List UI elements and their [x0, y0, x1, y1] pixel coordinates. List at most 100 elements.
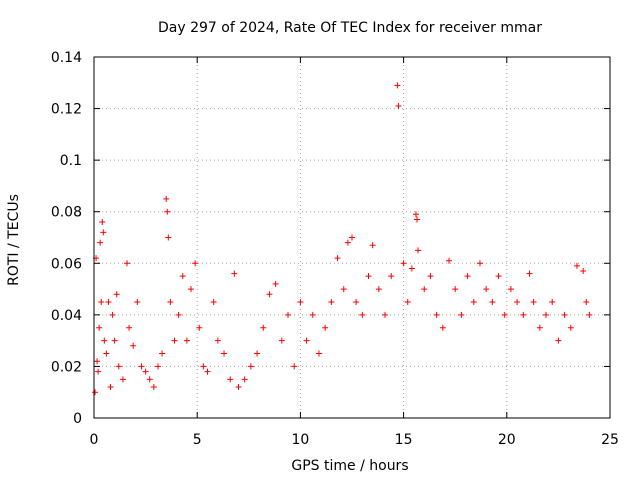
data-point: [555, 337, 562, 344]
data-point: [97, 239, 104, 246]
data-point: [138, 363, 145, 370]
data-point: [404, 298, 411, 305]
data-point: [95, 368, 102, 375]
data-point: [221, 350, 228, 357]
data-point: [204, 368, 211, 375]
chart-title: Day 297 of 2024, Rate Of TEC Index for r…: [158, 20, 542, 36]
data-point: [483, 286, 490, 293]
data-point: [344, 239, 351, 246]
data-point: [365, 273, 372, 280]
data-point: [227, 376, 234, 383]
data-point: [415, 247, 422, 254]
data-point: [113, 291, 120, 298]
data-point: [247, 363, 254, 370]
data-point: [272, 280, 279, 287]
x-tick-label: 10: [291, 432, 309, 448]
data-point: [111, 337, 118, 344]
y-tick-label: 0.04: [51, 308, 82, 324]
data-point: [188, 286, 195, 293]
data-point: [382, 311, 389, 318]
data-point: [99, 219, 106, 226]
data-point: [175, 311, 182, 318]
data-point: [353, 298, 360, 305]
data-point: [309, 311, 316, 318]
data-point: [164, 208, 171, 215]
data-point: [408, 265, 415, 272]
data-point: [427, 273, 434, 280]
data-point: [96, 324, 103, 331]
axis-ticks: [93, 56, 611, 419]
y-tick-label: 0.06: [51, 256, 82, 272]
x-tick-label: 20: [498, 432, 516, 448]
data-point: [154, 363, 161, 370]
y-tick-label: 0.08: [51, 205, 82, 221]
data-point: [163, 195, 170, 202]
y-tick-label: 0.12: [51, 102, 82, 118]
data-point: [388, 273, 395, 280]
data-point: [421, 286, 428, 293]
data-point: [470, 298, 477, 305]
plot-frame: [93, 56, 611, 419]
data-point: [291, 363, 298, 370]
data-point: [567, 324, 574, 331]
data-point: [359, 311, 366, 318]
data-point: [107, 384, 114, 391]
data-point: [328, 298, 335, 305]
data-point: [183, 337, 190, 344]
data-point: [507, 286, 514, 293]
data-point: [400, 260, 407, 267]
data-point: [285, 311, 292, 318]
data-point: [119, 376, 126, 383]
data-point: [200, 363, 207, 370]
data-point: [254, 350, 261, 357]
data-point: [536, 324, 543, 331]
data-point: [101, 337, 108, 344]
data-point: [92, 389, 99, 396]
data-point: [573, 262, 580, 269]
data-point: [214, 337, 221, 344]
data-point: [476, 260, 483, 267]
data-point: [241, 376, 248, 383]
data-point: [100, 229, 107, 236]
data-point: [297, 298, 304, 305]
data-point: [109, 311, 116, 318]
data-point: [124, 260, 131, 267]
x-axis-label: GPS time / hours: [291, 458, 408, 474]
data-point: [543, 311, 550, 318]
data-point: [134, 298, 141, 305]
data-point: [115, 363, 122, 370]
data-point: [452, 286, 459, 293]
data-point: [303, 337, 310, 344]
y-tick-label: 0.02: [51, 359, 82, 375]
data-point: [489, 298, 496, 305]
x-tick-label: 25: [601, 432, 619, 448]
data-point: [150, 384, 157, 391]
data-point: [210, 298, 217, 305]
data-point: [439, 324, 446, 331]
data-point: [334, 255, 341, 262]
data-point: [130, 342, 137, 349]
data-point: [146, 376, 153, 383]
grid-lines: [94, 57, 610, 418]
data-point: [586, 311, 593, 318]
data-point: [514, 298, 521, 305]
y-tick-label: 0.14: [51, 50, 82, 66]
data-point: [530, 298, 537, 305]
data-point: [369, 242, 376, 249]
data-point: [322, 324, 329, 331]
data-point: [395, 102, 402, 109]
data-point: [433, 311, 440, 318]
x-tick-label: 0: [90, 432, 99, 448]
data-point: [142, 368, 149, 375]
data-point: [179, 273, 186, 280]
data-points: [92, 82, 593, 396]
x-tick-label: 15: [395, 432, 413, 448]
x-tick-label: 5: [193, 432, 202, 448]
data-point: [159, 350, 166, 357]
data-point: [94, 358, 101, 365]
data-point: [464, 273, 471, 280]
data-point: [340, 286, 347, 293]
data-point: [103, 350, 110, 357]
x-tick-labels: 0 5 10 15 20 25: [90, 432, 619, 448]
